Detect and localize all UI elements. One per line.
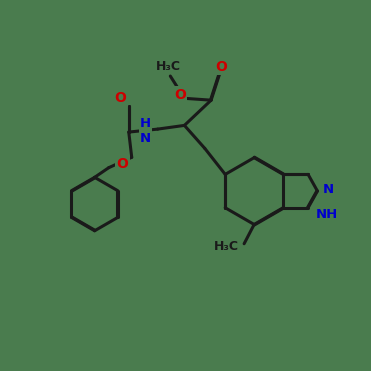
Text: O: O: [215, 60, 227, 74]
Text: O: O: [174, 88, 186, 102]
Text: H₃C: H₃C: [214, 240, 239, 253]
Text: O: O: [116, 157, 128, 171]
Text: H₃C: H₃C: [156, 60, 181, 73]
Text: O: O: [115, 91, 127, 105]
Text: NH: NH: [315, 208, 338, 221]
Text: H
N: H N: [140, 117, 151, 145]
Text: N: N: [323, 183, 334, 196]
